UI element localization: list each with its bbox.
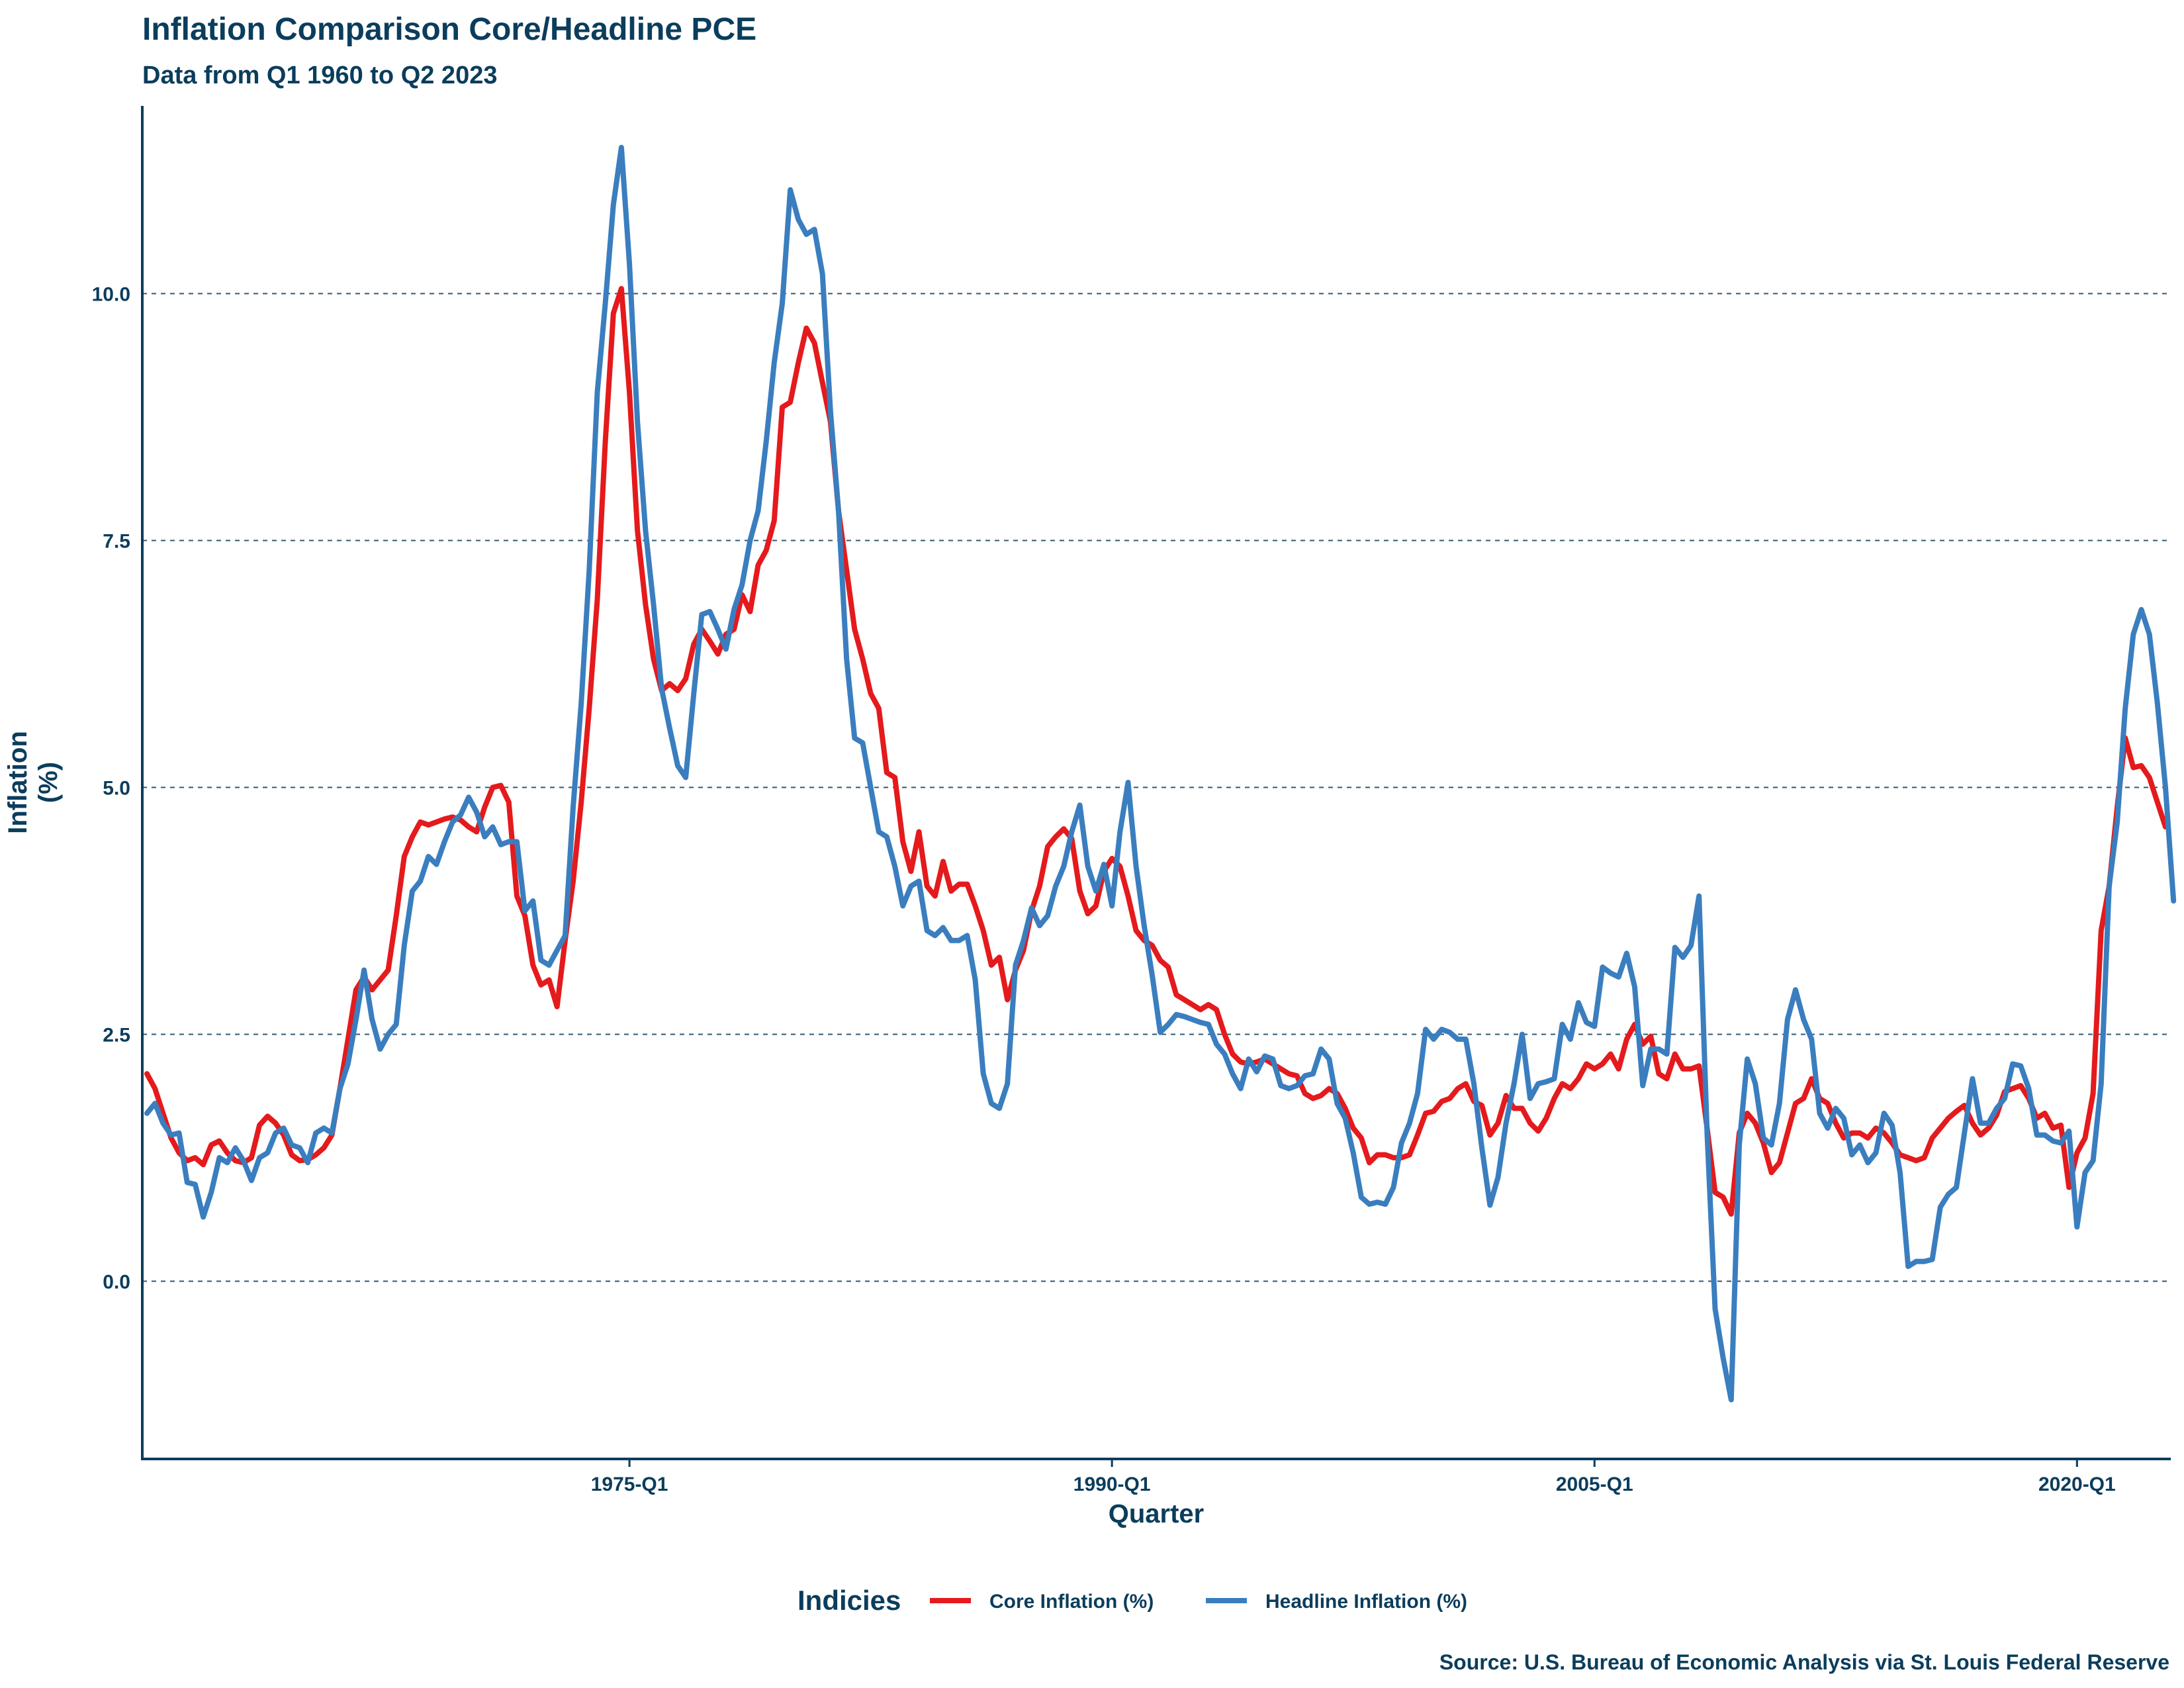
series-lines	[144, 144, 2177, 1403]
legend-title: Indicies	[797, 1585, 901, 1616]
chart-subtitle: Data from Q1 1960 to Q2 2023	[142, 62, 497, 89]
y-axis-title-line: Inflation	[3, 731, 32, 834]
legend: Indicies Core Inflation (%) Headline Infl…	[797, 1585, 1467, 1616]
legend-core-label: Core Inflation (%)	[989, 1591, 1154, 1613]
y-tick-label: 7.5	[103, 530, 130, 552]
y-tick-label: 5.0	[103, 777, 130, 799]
y-tick-label: 10.0	[92, 283, 130, 305]
y-axis-title: Inflation(%)	[3, 731, 63, 834]
headline-inflation-line	[144, 144, 2177, 1403]
x-tick-label: 1975-Q1	[591, 1474, 668, 1495]
x-tick-label: 1990-Q1	[1073, 1474, 1151, 1495]
legend-headline-label: Headline Inflation (%)	[1265, 1591, 1467, 1613]
y-gridlines	[142, 293, 2171, 1282]
y-tick-label: 2.5	[103, 1024, 130, 1046]
core-inflation-line	[144, 286, 2168, 1217]
y-tick-label: 0.0	[103, 1271, 130, 1293]
x-axis-title: Quarter	[1109, 1499, 1205, 1528]
x-tick-labels: 1975-Q1 1990-Q1 2005-Q1 2020-Q1	[591, 1459, 2116, 1495]
y-axis-title-line: (%)	[34, 762, 63, 803]
x-tick-label: 2005-Q1	[1556, 1474, 1633, 1495]
y-tick-labels: 0.0 2.5 5.0 7.5 10.0	[92, 283, 130, 1293]
x-tick-label: 2020-Q1	[2038, 1474, 2116, 1495]
chart-title: Inflation Comparison Core/Headline PCE	[142, 12, 756, 47]
chart-caption: Source: U.S. Bureau of Economic Analysis…	[1439, 1650, 2169, 1674]
